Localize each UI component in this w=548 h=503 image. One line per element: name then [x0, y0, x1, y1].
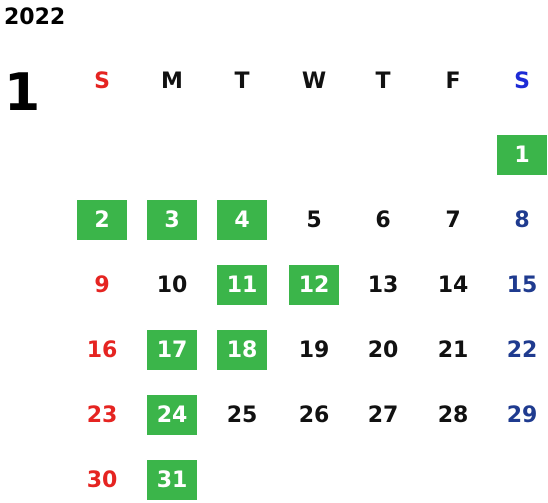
weekday-header-6: S — [514, 68, 530, 94]
weekday-header-4: T — [375, 68, 391, 94]
day-cell-14[interactable]: 14 — [437, 272, 469, 298]
day-cell-11[interactable]: 11 — [217, 265, 267, 305]
weekday-header-0: S — [94, 68, 110, 94]
day-cell-10[interactable]: 10 — [156, 272, 188, 298]
day-cell-24[interactable]: 24 — [147, 395, 197, 435]
day-cell-9[interactable]: 9 — [94, 272, 110, 298]
day-cell-13[interactable]: 13 — [367, 272, 399, 298]
day-cell-19[interactable]: 19 — [298, 337, 330, 363]
day-cell-8[interactable]: 8 — [514, 207, 530, 233]
weekday-header-5: F — [445, 68, 461, 94]
day-cell-18[interactable]: 18 — [217, 330, 267, 370]
day-cell-15[interactable]: 15 — [506, 272, 538, 298]
day-cell-5[interactable]: 5 — [306, 207, 322, 233]
day-cell-17[interactable]: 17 — [147, 330, 197, 370]
day-cell-4[interactable]: 4 — [217, 200, 267, 240]
weekday-header-2: T — [234, 68, 250, 94]
day-cell-23[interactable]: 23 — [86, 402, 118, 428]
weekday-header-3: W — [301, 68, 327, 94]
day-cell-1[interactable]: 1 — [497, 135, 547, 175]
day-cell-6[interactable]: 6 — [375, 207, 391, 233]
day-cell-3[interactable]: 3 — [147, 200, 197, 240]
calendar-year: 2022 — [4, 5, 66, 30]
day-cell-22[interactable]: 22 — [506, 337, 538, 363]
weekday-header-1: M — [161, 68, 183, 94]
day-cell-16[interactable]: 16 — [86, 337, 118, 363]
day-cell-7[interactable]: 7 — [445, 207, 461, 233]
day-cell-21[interactable]: 21 — [437, 337, 469, 363]
day-cell-29[interactable]: 29 — [506, 402, 538, 428]
day-cell-12[interactable]: 12 — [289, 265, 339, 305]
day-cell-30[interactable]: 30 — [86, 467, 118, 493]
day-cell-25[interactable]: 25 — [226, 402, 258, 428]
day-cell-27[interactable]: 27 — [367, 402, 399, 428]
calendar-month: 1 — [4, 63, 41, 123]
day-cell-26[interactable]: 26 — [298, 402, 330, 428]
day-cell-2[interactable]: 2 — [77, 200, 127, 240]
day-cell-20[interactable]: 20 — [367, 337, 399, 363]
day-cell-28[interactable]: 28 — [437, 402, 469, 428]
day-cell-31[interactable]: 31 — [147, 460, 197, 500]
